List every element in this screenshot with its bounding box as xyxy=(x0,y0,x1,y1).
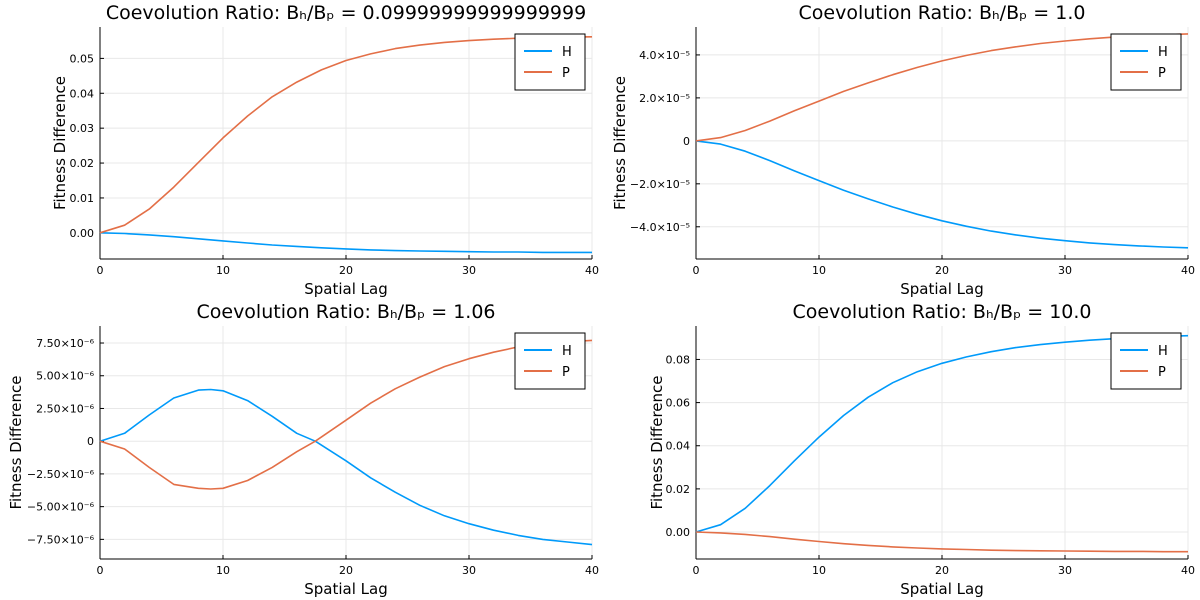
y-axis-label: Fitness Difference xyxy=(7,375,25,509)
chart-panel-2: 0 10 20 30 40 −4.0×10⁻⁵ −2.0×10⁻⁵ 0 2.0×10⁻⁵ 4.0×… xyxy=(611,2,1195,298)
x-axis-label: Spatial Lag xyxy=(304,280,387,298)
y-tick-label: 7.50×10⁻⁶ xyxy=(36,337,95,350)
legend: HP xyxy=(1110,332,1182,390)
legend-label-h: H xyxy=(1158,344,1168,359)
y-tick-label: −2.0×10⁻⁵ xyxy=(630,178,690,191)
y-axis-label: Fitness Difference xyxy=(648,375,666,509)
legend: HP xyxy=(1110,33,1182,91)
chart-title: Coevolution Ratio: Bₕ/Bₚ = 1.06 xyxy=(196,301,495,323)
x-tick-label: 20 xyxy=(935,564,949,577)
legend: HP xyxy=(514,332,586,390)
x-axis-label: Spatial Lag xyxy=(304,580,387,598)
x-tick-label: 0 xyxy=(693,564,700,577)
chart-panel-1: 0 10 20 30 40 0.00 0.01 0.02 0.03 0.04 0.05 Coevolu… xyxy=(51,2,599,298)
y-tick-label: −5.00×10⁻⁶ xyxy=(27,501,95,514)
y-tick-label: −2.50×10⁻⁶ xyxy=(27,468,95,481)
legend-label-h: H xyxy=(562,344,572,359)
y-axis-label: Fitness Difference xyxy=(51,76,69,210)
series-line-p xyxy=(695,531,1188,553)
x-tick-label: 30 xyxy=(462,564,476,577)
y-tick-label: 5.00×10⁻⁶ xyxy=(36,370,95,383)
x-tick-label: 0 xyxy=(97,564,104,577)
y-tick-label: 2.0×10⁻⁵ xyxy=(639,92,690,105)
y-axis-label: Fitness Difference xyxy=(611,76,629,210)
x-tick-label: 0 xyxy=(97,264,104,277)
legend: HP xyxy=(514,33,586,91)
legend-label-p: P xyxy=(1158,66,1166,81)
y-tick-label: 0.04 xyxy=(70,87,95,100)
x-tick-label: 30 xyxy=(1058,564,1072,577)
y-tick-label: 0.04 xyxy=(666,440,691,453)
x-tick-label: 0 xyxy=(693,264,700,277)
x-tick-label: 30 xyxy=(1058,264,1072,277)
y-tick-label: −4.0×10⁻⁵ xyxy=(630,221,690,234)
legend-label-p: P xyxy=(1158,365,1166,380)
series-line-p xyxy=(99,339,593,490)
chart-title: Coevolution Ratio: Bₕ/Bₚ = 10.0 xyxy=(792,301,1091,323)
y-tick-label: 0.03 xyxy=(70,122,95,135)
y-tick-label: 0.01 xyxy=(70,192,95,205)
legend-box xyxy=(514,332,586,390)
legend-box xyxy=(1110,332,1182,390)
legend-box xyxy=(514,33,586,91)
y-tick-label: 0.06 xyxy=(666,397,691,410)
series-line-h xyxy=(99,232,592,254)
x-tick-label: 40 xyxy=(585,264,599,277)
y-tick-label: 0.05 xyxy=(70,52,95,65)
x-tick-label: 20 xyxy=(339,264,353,277)
x-axis-label: Spatial Lag xyxy=(900,580,983,598)
y-tick-label: 0.02 xyxy=(666,483,691,496)
y-tick-label: 0.00 xyxy=(70,227,95,240)
x-tick-label: 10 xyxy=(812,564,826,577)
x-tick-label: 40 xyxy=(1181,564,1195,577)
y-tick-label: 0.02 xyxy=(70,157,95,170)
y-tick-label: 0.00 xyxy=(666,526,691,539)
x-tick-label: 30 xyxy=(462,264,476,277)
x-tick-label: 20 xyxy=(935,264,949,277)
x-tick-label: 40 xyxy=(1181,264,1195,277)
series-line-h xyxy=(695,334,1189,533)
y-tick-label: 4.0×10⁻⁵ xyxy=(639,49,690,62)
y-tick-label: 0 xyxy=(87,435,94,448)
series-line-h xyxy=(695,140,1189,249)
series-line-p xyxy=(99,36,593,234)
legend-label-h: H xyxy=(562,45,572,60)
x-tick-label: 10 xyxy=(216,564,230,577)
x-axis-label: Spatial Lag xyxy=(900,280,983,298)
y-tick-label: 0.08 xyxy=(666,353,691,366)
y-tick-label: −7.50×10⁻⁶ xyxy=(27,533,95,546)
chart-title: Coevolution Ratio: Bₕ/Bₚ = 0.09999999999… xyxy=(106,2,586,24)
x-tick-label: 20 xyxy=(339,564,353,577)
y-tick-label: 2.50×10⁻⁶ xyxy=(36,402,95,415)
series-line-h xyxy=(99,388,593,546)
y-tick-label: 0 xyxy=(683,135,690,148)
chart-title: Coevolution Ratio: Bₕ/Bₚ = 1.0 xyxy=(799,2,1086,24)
chart-panel-3: 0 10 20 30 40 −7.50×10⁻⁶ −5.00×10⁻⁶ −2.50×10⁻⁶ 0… xyxy=(7,301,599,598)
x-tick-label: 10 xyxy=(216,264,230,277)
x-tick-label: 10 xyxy=(812,264,826,277)
series-line-p xyxy=(695,33,1189,142)
legend-label-h: H xyxy=(1158,45,1168,60)
legend-label-p: P xyxy=(562,365,570,380)
legend-box xyxy=(1110,33,1182,91)
legend-label-p: P xyxy=(562,66,570,81)
x-tick-label: 40 xyxy=(585,564,599,577)
chart-panel-4: 0 10 20 30 40 0.00 0.02 0.04 0.06 0.08 Coevolution… xyxy=(648,301,1195,598)
